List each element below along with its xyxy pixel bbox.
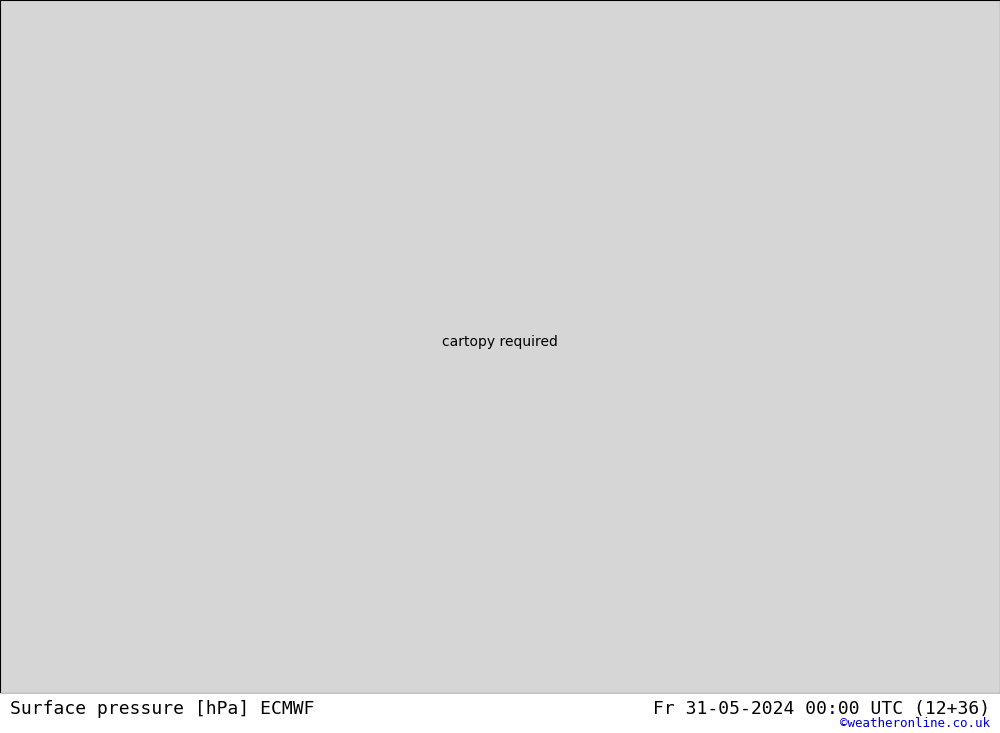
- Text: cartopy required: cartopy required: [442, 335, 558, 350]
- Text: Surface pressure [hPa] ECMWF: Surface pressure [hPa] ECMWF: [10, 700, 314, 718]
- Text: ©weatheronline.co.uk: ©weatheronline.co.uk: [840, 717, 990, 730]
- Text: Fr 31-05-2024 00:00 UTC (12+36): Fr 31-05-2024 00:00 UTC (12+36): [653, 700, 990, 718]
